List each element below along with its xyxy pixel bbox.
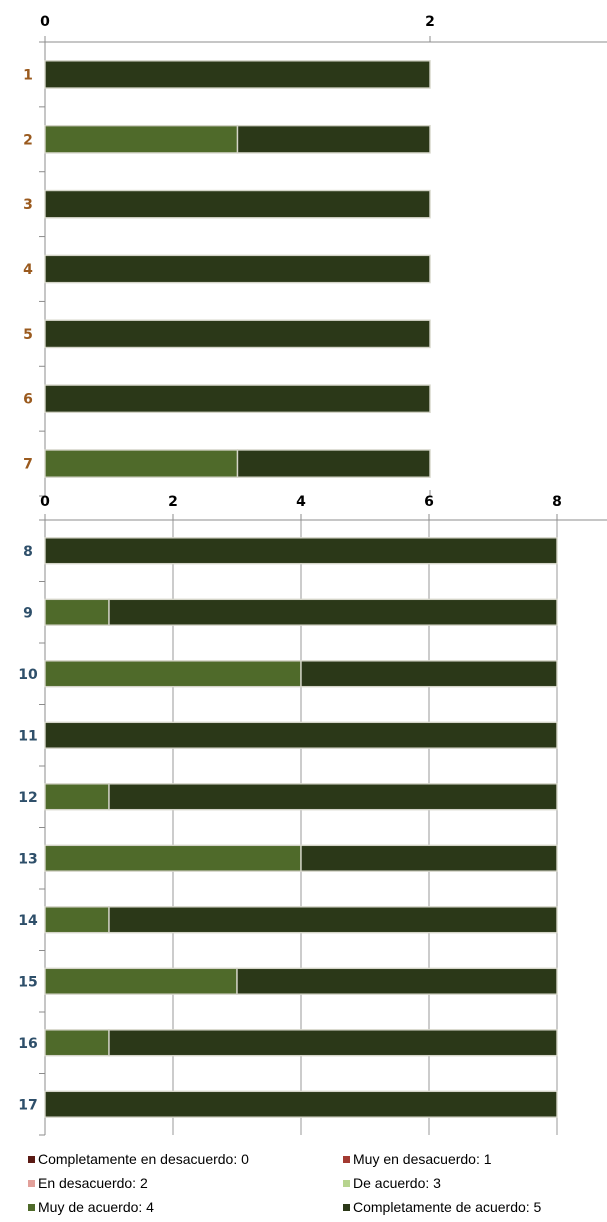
category-label: 5 [23,327,33,343]
x-tick-label: 8 [552,494,562,510]
bar-segment [44,660,302,688]
category-label: 9 [23,605,33,621]
bar-segment [44,384,431,414]
category-label: 17 [18,1097,37,1113]
legend-label: Completamente en desacuerdo: 0 [38,1151,249,1167]
category-label: 11 [18,728,37,744]
chart-panel-1: 0 2 1 2 3 4 5 6 7 [23,14,607,497]
bar-segment [236,124,431,154]
chart-panel-2: 0 2 4 6 8 8 9 10 11 12 13 14 15 16 17 [18,494,607,1136]
category-label: 16 [18,1036,37,1052]
legend-label: Muy de acuerdo: 4 [38,1199,154,1215]
bar-segment [44,60,431,89]
legend-item: Muy en desacuerdo: 1 [343,1150,492,1168]
category-label: 13 [18,851,37,867]
bar-segment [108,598,558,626]
bar-segment [44,319,431,349]
x-tick-label: 0 [40,14,50,30]
legend-item: De acuerdo: 3 [343,1174,441,1192]
legend-item: Muy de acuerdo: 4 [28,1198,154,1216]
category-label: 6 [23,392,33,408]
bar-segment [108,906,558,934]
legend-swatch [28,1180,35,1187]
x-tick-label: 4 [296,494,306,510]
x-tick-label: 2 [168,494,178,510]
legend-swatch [343,1204,350,1211]
bar-segment [236,967,558,995]
category-label: 4 [23,262,33,278]
bar-segment [44,124,239,154]
legend-swatch [343,1180,350,1187]
category-label: 1 [23,67,33,83]
bar-segment [44,189,431,219]
category-label: 12 [18,790,37,806]
x-tick-label: 2 [425,14,435,30]
bar-segment [44,449,239,478]
bar-segment [44,721,558,749]
category-label: 14 [18,913,38,929]
category-label: 10 [18,667,38,683]
category-label: 3 [23,197,33,213]
bar-segment [300,844,558,872]
bar-segment [44,967,238,995]
bar-segment [44,598,110,626]
bar-segment [236,449,431,478]
category-label: 7 [23,457,33,473]
category-label: 15 [18,974,37,990]
bar-segment [44,844,302,872]
bar-segment [300,660,558,688]
chart-legend: Completamente en desacuerdo: 0 Muy en des… [28,1150,603,1222]
legend-label: De acuerdo: 3 [353,1175,441,1191]
category-label: 2 [23,132,33,148]
bar-segment [44,537,558,565]
bar-segment [44,1029,110,1057]
x-tick-label: 6 [424,494,434,510]
category-label: 8 [23,544,33,560]
legend-swatch [343,1156,350,1163]
bar-segment [44,906,110,934]
bar-segment [44,783,110,811]
x-tick-label: 0 [40,494,50,510]
legend-item: Completamente en desacuerdo: 0 [28,1150,249,1168]
bar-segment [44,254,431,284]
legend-item: En desacuerdo: 2 [28,1174,148,1192]
legend-item: Completamente de acuerdo: 5 [343,1198,541,1216]
bar-segment [108,783,558,811]
legend-swatch [28,1156,35,1163]
bar-segment [44,1090,558,1118]
legend-label: Completamente de acuerdo: 5 [353,1199,542,1215]
legend-swatch [28,1204,35,1211]
legend-label: En desacuerdo: 2 [38,1175,148,1191]
bar-segment [108,1029,558,1057]
legend-label: Muy en desacuerdo: 1 [353,1151,492,1167]
